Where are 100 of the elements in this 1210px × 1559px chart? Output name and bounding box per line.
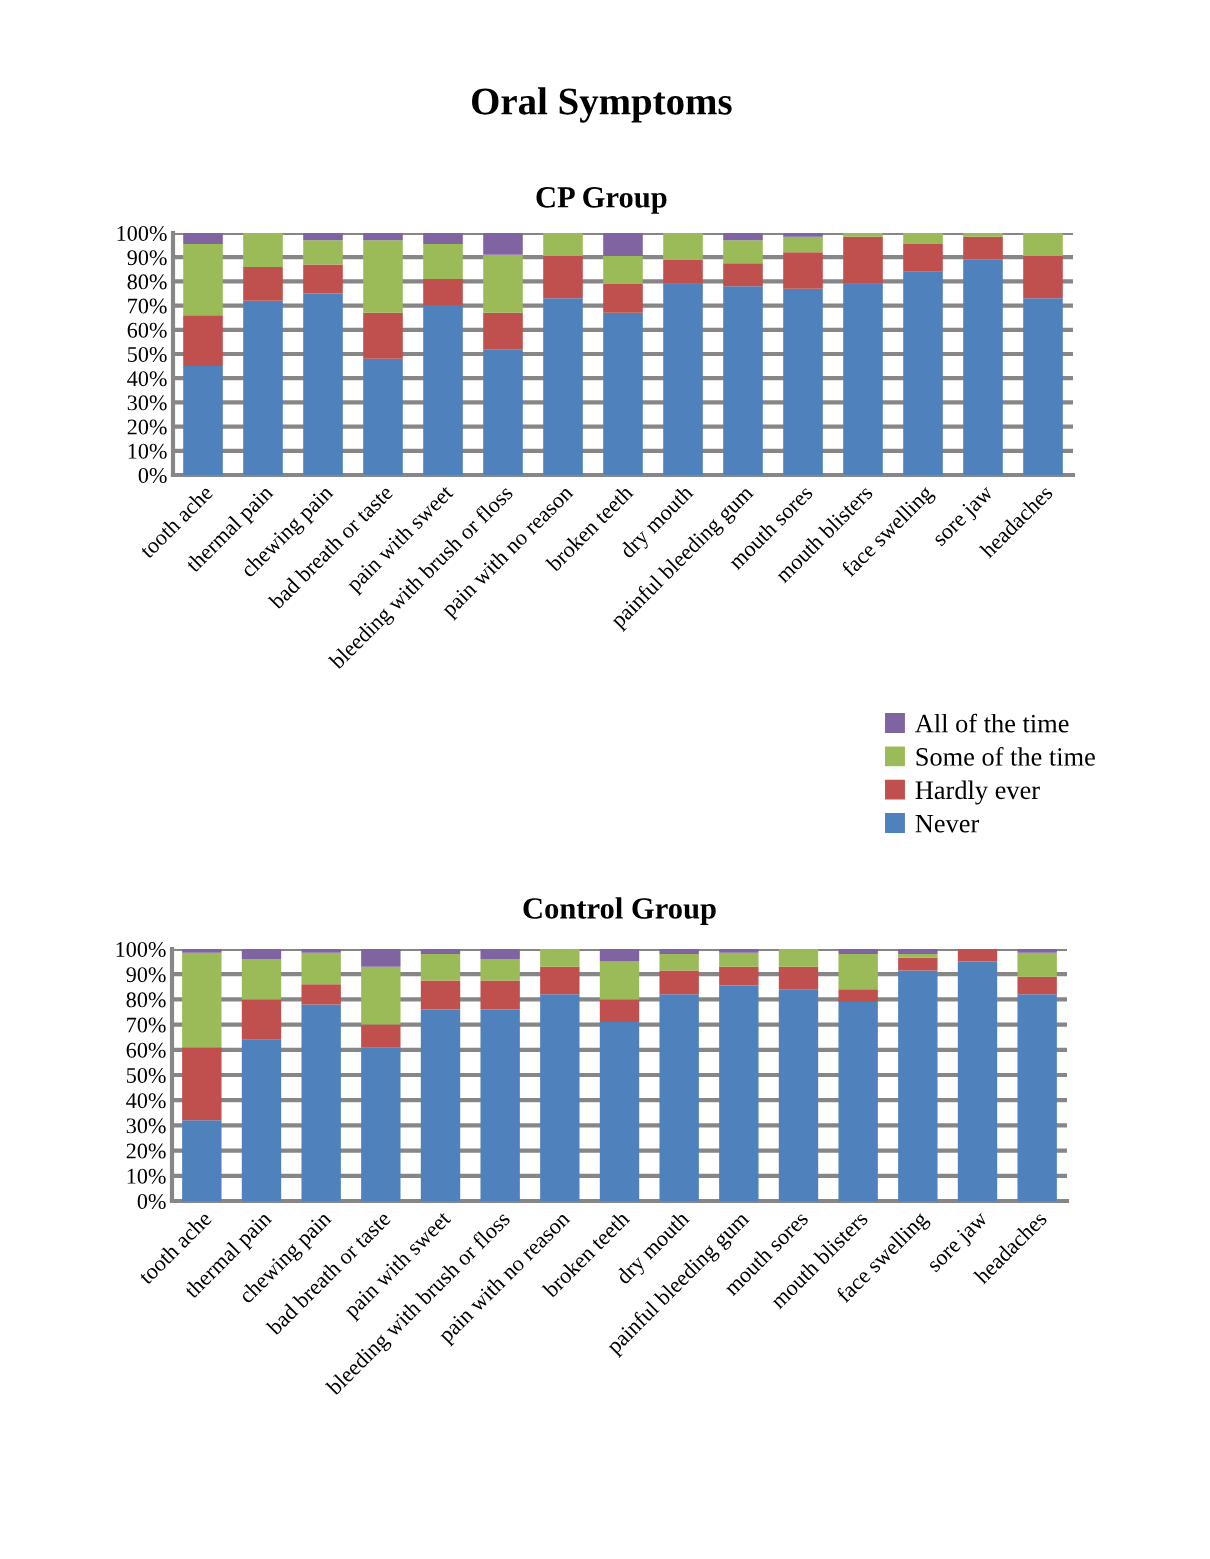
bar xyxy=(183,243,223,316)
bar xyxy=(241,1039,282,1201)
bar xyxy=(420,1009,461,1201)
bar xyxy=(898,949,938,955)
bar xyxy=(963,259,1003,475)
bar xyxy=(480,949,520,960)
legend-label: Never xyxy=(915,815,980,833)
bar xyxy=(659,994,699,1201)
bar xyxy=(838,954,878,990)
bar xyxy=(1023,298,1063,475)
bar xyxy=(663,283,703,475)
y-tick-label: 100% xyxy=(117,225,167,241)
bar xyxy=(723,240,763,264)
bar xyxy=(423,233,463,244)
bar xyxy=(963,236,1003,260)
bar xyxy=(599,949,640,962)
bar xyxy=(540,966,580,995)
bar xyxy=(361,1047,401,1201)
bar xyxy=(898,957,938,971)
legend-label: Hardly ever xyxy=(915,780,1040,805)
bar xyxy=(1017,976,1057,995)
bar xyxy=(363,358,403,475)
bar xyxy=(303,293,343,475)
bar xyxy=(778,989,819,1201)
bar xyxy=(363,233,403,241)
bar xyxy=(603,233,643,256)
bar xyxy=(480,1009,520,1201)
y-tick-label: 90% xyxy=(127,250,167,266)
y-tick-label: 0% xyxy=(137,1193,166,1209)
bar xyxy=(723,263,763,287)
y-tick-label: 20% xyxy=(126,1143,166,1159)
bar xyxy=(363,312,403,359)
bar xyxy=(783,233,823,237)
y-tick-label: 30% xyxy=(127,395,167,411)
bar xyxy=(241,949,282,960)
y-tick-label: 40% xyxy=(126,1093,166,1109)
bar xyxy=(303,233,343,241)
bar xyxy=(301,984,341,1005)
y-tick-label: 100% xyxy=(116,941,166,957)
bar xyxy=(838,949,878,955)
bar xyxy=(243,233,283,267)
bar xyxy=(420,980,461,1010)
bar xyxy=(483,233,523,255)
bar xyxy=(182,952,222,1048)
bar xyxy=(423,305,463,475)
bar xyxy=(363,240,403,313)
y-tick-label: 60% xyxy=(127,322,167,338)
bar xyxy=(898,954,938,958)
bar xyxy=(783,252,823,289)
bar xyxy=(659,949,699,955)
bar xyxy=(483,254,523,313)
bar xyxy=(182,1120,222,1201)
bar xyxy=(1017,994,1057,1201)
bar xyxy=(1017,949,1057,953)
y-tick-label: 60% xyxy=(126,1042,166,1058)
bar xyxy=(361,949,401,967)
y-tick-label: 10% xyxy=(127,1168,166,1184)
chart-subtitle: CP Group xyxy=(536,187,667,214)
y-tick-label: 0% xyxy=(138,467,167,483)
legend-label: Some of the time xyxy=(916,746,1095,766)
bar xyxy=(420,949,461,955)
bar xyxy=(480,980,520,1010)
bar xyxy=(719,952,759,967)
y-tick-label: 70% xyxy=(127,1017,166,1033)
bar xyxy=(719,949,759,953)
bar xyxy=(663,259,703,284)
bar xyxy=(1023,255,1063,299)
bar xyxy=(663,233,703,260)
bar xyxy=(182,1047,222,1121)
y-tick-label: 10% xyxy=(128,443,167,459)
bar xyxy=(301,952,341,985)
bar xyxy=(483,312,523,350)
bar xyxy=(540,994,580,1201)
bar xyxy=(183,315,223,367)
chart-title: Control Group xyxy=(523,897,716,925)
bar xyxy=(420,954,461,981)
bar xyxy=(903,271,943,475)
bar xyxy=(301,949,341,953)
bar xyxy=(423,278,463,306)
bar xyxy=(723,286,763,475)
y-tick-label: 50% xyxy=(128,346,167,362)
y-tick-label: 20% xyxy=(127,419,167,435)
chart-title: Oral Symptoms xyxy=(472,87,732,123)
bar xyxy=(778,949,819,967)
bar xyxy=(599,1022,640,1201)
bar xyxy=(301,1004,341,1201)
bar xyxy=(183,233,223,244)
bar xyxy=(603,312,643,475)
bar xyxy=(957,949,998,962)
bar xyxy=(243,266,283,301)
bar xyxy=(603,255,643,284)
bar xyxy=(843,283,883,475)
bar xyxy=(723,233,763,241)
bar xyxy=(957,961,998,1201)
bar xyxy=(183,366,223,475)
bar xyxy=(243,300,283,475)
bar xyxy=(423,243,463,279)
y-tick-label: 40% xyxy=(127,371,167,387)
y-tick-label: 80% xyxy=(127,274,167,290)
bar xyxy=(241,999,282,1040)
